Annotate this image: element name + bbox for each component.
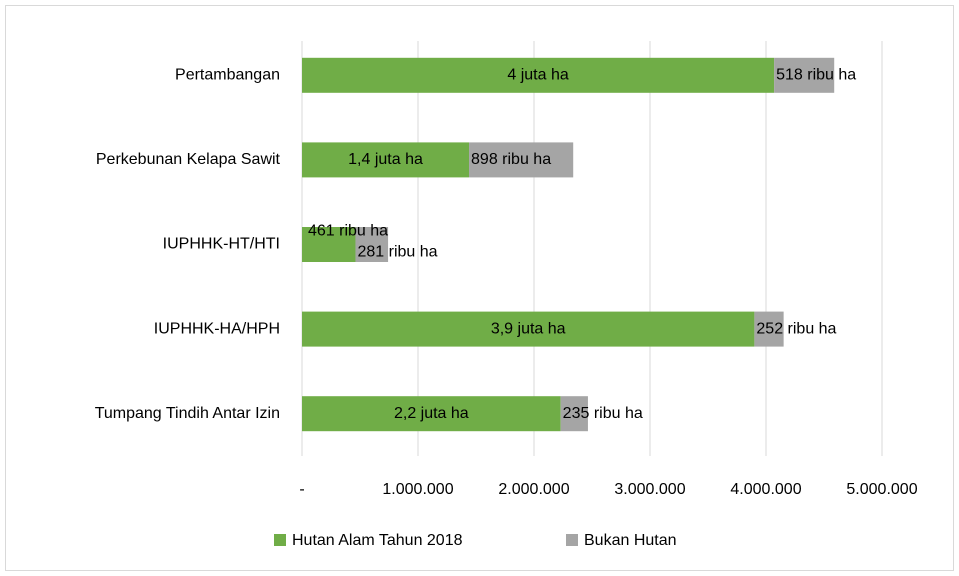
data-label: 3,9 juta ha (491, 320, 566, 337)
data-label: 4 juta ha (507, 67, 568, 84)
x-tick-label: 4.000.000 (730, 481, 801, 498)
y-tick-label: Perkebunan Kelapa Sawit (96, 151, 281, 168)
data-label: 2,2 juta ha (394, 405, 469, 422)
bar-segment (302, 227, 356, 262)
chart-frame (5, 5, 954, 571)
y-tick-label: Tumpang Tindih Antar Izin (95, 405, 280, 422)
data-label: 281 ribu ha (357, 244, 437, 261)
bar-segment (302, 396, 561, 432)
x-tick-label: 2.000.000 (498, 481, 569, 498)
data-label: 461 ribu ha (308, 223, 388, 240)
bar-segment (754, 311, 784, 347)
legend-swatch (566, 534, 578, 546)
data-label: 898 ribu ha (471, 151, 551, 168)
x-tick-label: 5.000.000 (846, 481, 917, 498)
x-tick-label: 3.000.000 (614, 481, 685, 498)
bar-segment (302, 311, 755, 347)
legend-label: Hutan Alam Tahun 2018 (292, 532, 463, 549)
data-label: 1,4 juta ha (348, 151, 423, 168)
bar-segment (302, 142, 470, 178)
y-tick-label: IUPHHK-HA/HPH (154, 320, 280, 337)
x-tick-label: - (299, 481, 304, 498)
bar-segment (774, 57, 835, 93)
data-label: 235 ribu ha (563, 405, 643, 422)
data-label: 252 ribu ha (756, 320, 836, 337)
legend-swatch (274, 534, 286, 546)
y-tick-label: Pertambangan (175, 67, 280, 84)
y-tick-label: IUPHHK-HT/HTI (163, 236, 280, 253)
bar-segment (355, 227, 389, 262)
data-label: 518 ribu ha (776, 67, 856, 84)
bar-segment (469, 142, 574, 178)
bar-segment (560, 396, 588, 432)
legend-label: Bukan Hutan (584, 532, 677, 549)
bar-segment (302, 57, 775, 93)
x-tick-label: 1.000.000 (382, 481, 453, 498)
